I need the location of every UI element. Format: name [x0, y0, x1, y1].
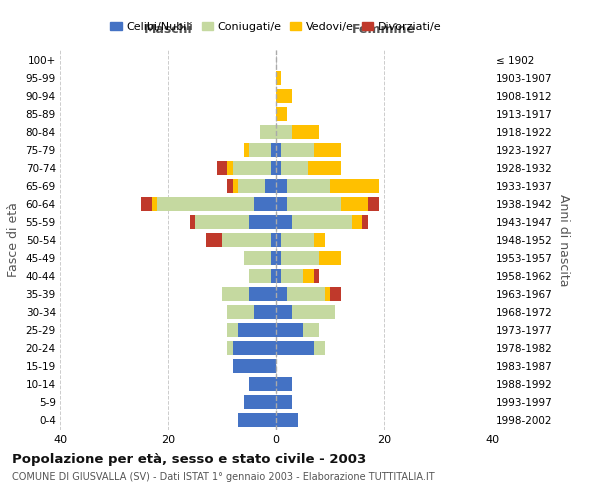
Bar: [271, 252, 276, 265]
Bar: [206, 233, 222, 247]
Bar: [271, 233, 276, 247]
Bar: [292, 215, 352, 228]
Bar: [233, 342, 276, 355]
Bar: [276, 125, 292, 138]
Bar: [276, 252, 281, 265]
Bar: [227, 306, 254, 319]
Bar: [227, 179, 233, 192]
Bar: [287, 179, 330, 192]
Bar: [265, 179, 276, 192]
Bar: [276, 71, 281, 85]
Legend: Celibi/Nubili, Coniugati/e, Vedovi/e, Divorziati/e: Celibi/Nubili, Coniugati/e, Vedovi/e, Di…: [106, 18, 446, 36]
Bar: [222, 233, 271, 247]
Bar: [254, 197, 276, 210]
Bar: [271, 270, 276, 283]
Bar: [276, 270, 281, 283]
Bar: [314, 233, 325, 247]
Bar: [271, 161, 276, 174]
Bar: [244, 252, 271, 265]
Bar: [276, 324, 303, 337]
Bar: [227, 161, 233, 174]
Bar: [281, 161, 308, 174]
Bar: [244, 396, 276, 409]
Bar: [276, 215, 292, 228]
Bar: [227, 324, 238, 337]
Text: COMUNE DI GIUSVALLA (SV) - Dati ISTAT 1° gennaio 2003 - Elaborazione TUTTITALIA.: COMUNE DI GIUSVALLA (SV) - Dati ISTAT 1°…: [12, 472, 434, 482]
Bar: [249, 270, 271, 283]
Bar: [281, 233, 314, 247]
Bar: [276, 378, 292, 391]
Bar: [276, 396, 292, 409]
Bar: [281, 143, 314, 156]
Bar: [368, 197, 379, 210]
Bar: [325, 288, 330, 301]
Bar: [190, 215, 195, 228]
Bar: [276, 89, 292, 102]
Bar: [249, 215, 276, 228]
Bar: [249, 378, 276, 391]
Bar: [276, 161, 281, 174]
Bar: [303, 324, 319, 337]
Bar: [308, 161, 341, 174]
Bar: [157, 197, 254, 210]
Bar: [330, 288, 341, 301]
Bar: [276, 143, 281, 156]
Text: Maschi: Maschi: [143, 24, 193, 36]
Bar: [249, 143, 271, 156]
Bar: [287, 197, 341, 210]
Bar: [271, 143, 276, 156]
Y-axis label: Fasce di età: Fasce di età: [7, 202, 20, 278]
Y-axis label: Anni di nascita: Anni di nascita: [557, 194, 569, 286]
Bar: [222, 288, 249, 301]
Bar: [233, 161, 271, 174]
Bar: [292, 306, 335, 319]
Text: Popolazione per età, sesso e stato civile - 2003: Popolazione per età, sesso e stato civil…: [12, 452, 366, 466]
Bar: [281, 252, 319, 265]
Bar: [152, 197, 157, 210]
Bar: [276, 233, 281, 247]
Bar: [195, 215, 249, 228]
Bar: [314, 270, 319, 283]
Bar: [303, 270, 314, 283]
Bar: [276, 414, 298, 427]
Bar: [276, 107, 287, 120]
Bar: [281, 270, 303, 283]
Bar: [244, 143, 249, 156]
Text: Femmine: Femmine: [352, 24, 416, 36]
Bar: [330, 179, 379, 192]
Bar: [249, 288, 276, 301]
Bar: [260, 125, 276, 138]
Bar: [352, 215, 362, 228]
Bar: [276, 342, 314, 355]
Bar: [341, 197, 368, 210]
Bar: [233, 179, 238, 192]
Bar: [276, 306, 292, 319]
Bar: [238, 179, 265, 192]
Bar: [362, 215, 368, 228]
Bar: [276, 197, 287, 210]
Bar: [238, 414, 276, 427]
Bar: [233, 360, 276, 373]
Bar: [276, 179, 287, 192]
Bar: [238, 324, 276, 337]
Bar: [292, 125, 319, 138]
Bar: [227, 342, 233, 355]
Bar: [141, 197, 152, 210]
Bar: [314, 342, 325, 355]
Bar: [287, 288, 325, 301]
Bar: [319, 252, 341, 265]
Bar: [314, 143, 341, 156]
Bar: [254, 306, 276, 319]
Bar: [217, 161, 227, 174]
Bar: [276, 288, 287, 301]
